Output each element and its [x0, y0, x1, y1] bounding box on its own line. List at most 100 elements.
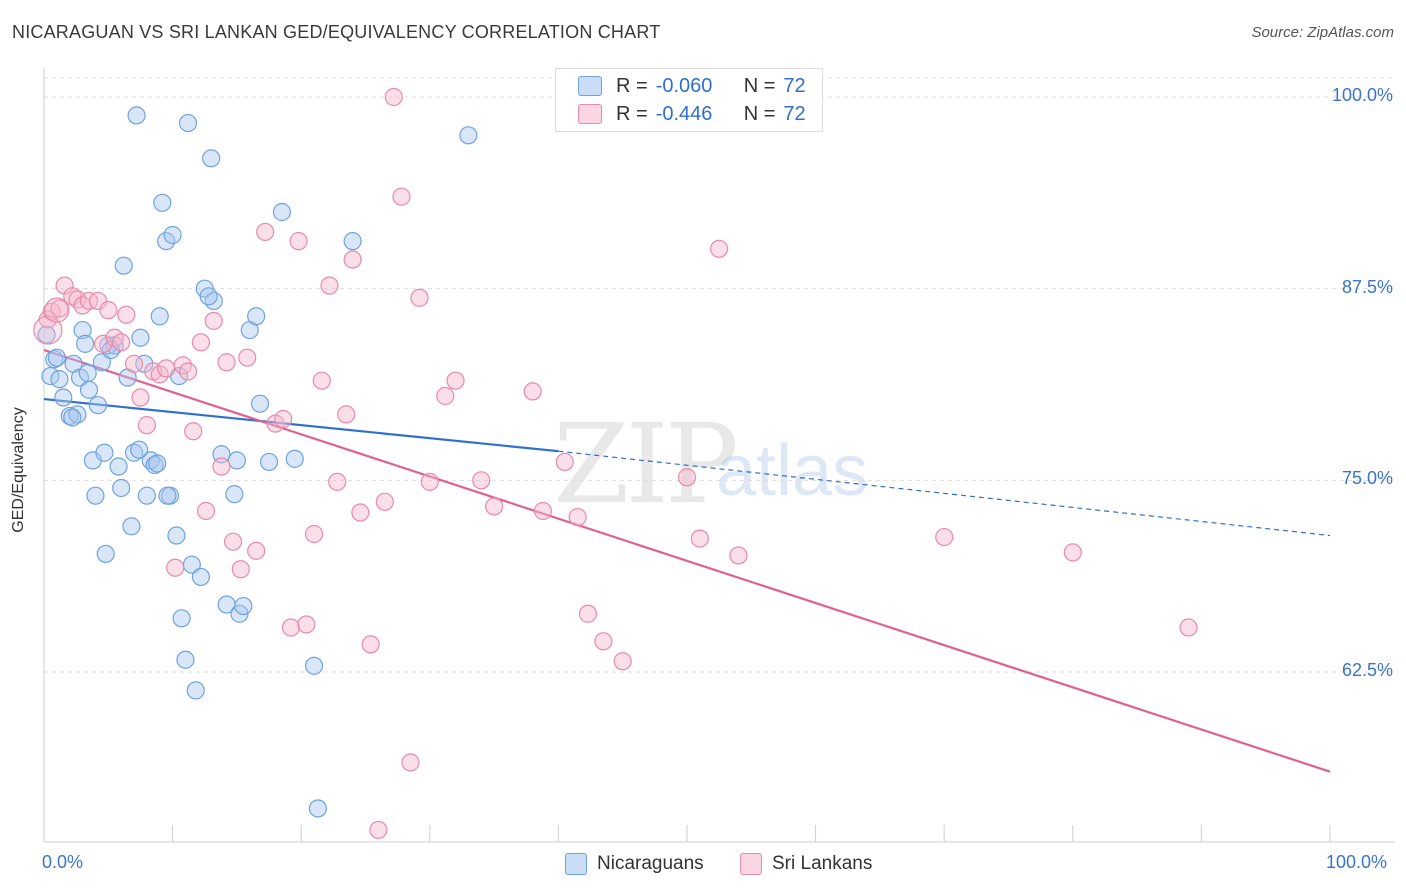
point-sri-lankans [99, 301, 118, 320]
legend-item-nicaraguans[interactable]: Nicaraguans [565, 853, 704, 875]
point-sri-lankans [281, 618, 301, 637]
point-nicaraguans [131, 328, 150, 347]
axes [43, 68, 1395, 843]
point-nicaraguans [96, 544, 115, 564]
point-sri-lankans [485, 497, 504, 516]
point-sri-lankans [523, 382, 542, 401]
point-nicaraguans [150, 307, 169, 326]
point-sri-lankans [289, 232, 308, 251]
point-sri-lankans [196, 501, 216, 521]
x-tick-min: 0.0% [42, 852, 84, 872]
point-sri-lankans [247, 541, 266, 560]
legend-swatch-pink [740, 853, 762, 875]
point-nicaraguans [148, 454, 167, 473]
point-sri-lankans [555, 452, 574, 472]
point-sri-lankans [320, 276, 339, 295]
legend-item-sri-lankans[interactable]: Sri Lankans [740, 853, 872, 875]
point-nicaraguans [199, 287, 218, 306]
point-sri-lankans [94, 334, 113, 353]
correlation-legend: R = -0.060 N = 72 R = -0.446 N = 72 [555, 68, 823, 132]
n-value: 72 [783, 102, 806, 125]
point-nicaraguans [178, 113, 198, 133]
point-sri-lankans [124, 354, 144, 373]
point-sri-lankans [274, 409, 293, 429]
point-nicaraguans [308, 799, 328, 818]
point-sri-lankans [1179, 618, 1198, 637]
r-label: R = [616, 74, 648, 97]
point-sri-lankans [184, 422, 203, 441]
r-value: -0.060 [655, 74, 713, 97]
point-nicaraguans [285, 449, 304, 468]
point-sri-lankans [44, 297, 70, 323]
point-nicaraguans [459, 126, 478, 145]
point-sri-lankans [304, 524, 324, 544]
point-sri-lankans [710, 239, 729, 258]
point-nicaraguans [76, 334, 95, 353]
legend-swatch-blue [565, 853, 587, 875]
n-label: N = [743, 74, 776, 97]
legend-swatch-pink [578, 104, 602, 124]
watermark-zip: ZIP [553, 400, 739, 528]
point-sri-lankans [594, 632, 613, 651]
point-nicaraguans [247, 307, 266, 326]
point-sri-lankans [166, 558, 185, 577]
point-nicaraguans [54, 388, 73, 407]
point-sri-lankans [112, 333, 131, 352]
point-nicaraguans [153, 193, 172, 212]
y-tick-label: 87.5% [1341, 276, 1393, 297]
point-nicaraguans [234, 596, 253, 616]
point-sri-lankans [337, 405, 356, 424]
point-nicaraguans [63, 408, 82, 427]
legend-label: Nicaraguans [597, 853, 704, 874]
point-nicaraguans [50, 370, 69, 389]
point-nicaraguans [92, 353, 111, 372]
point-sri-lankans [63, 287, 82, 306]
point-nicaraguans [112, 478, 131, 498]
point-nicaraguans [127, 106, 146, 125]
point-sri-lankans [223, 532, 243, 551]
point-sri-lankans [343, 250, 362, 269]
legend-row-nicaraguans: R = -0.060 N = 72 [578, 74, 806, 98]
trend-line-nicaraguans-extension [558, 450, 1331, 537]
point-sri-lankans [935, 527, 954, 547]
point-nicaraguans [163, 225, 182, 245]
trend-line-nicaraguans [43, 397, 559, 453]
point-sri-lankans [297, 615, 316, 634]
point-nicaraguans [88, 396, 108, 415]
point-sri-lankans [88, 291, 108, 311]
point-sri-lankans [191, 333, 210, 352]
point-sri-lankans [568, 508, 587, 527]
point-sri-lankans [613, 652, 632, 671]
n-label: N = [743, 102, 776, 125]
point-sri-lankans [420, 472, 439, 491]
r-label: R = [616, 102, 648, 125]
point-sri-lankans [729, 546, 748, 565]
point-sri-lankans [157, 359, 176, 378]
point-nicaraguans [304, 656, 324, 675]
point-sri-lankans [131, 388, 150, 407]
point-sri-lankans [578, 604, 598, 623]
point-sri-lankans [392, 187, 411, 206]
point-sri-lankans [436, 386, 455, 406]
point-nicaraguans [225, 485, 244, 504]
point-sri-lankans [472, 471, 491, 490]
point-nicaraguans [78, 363, 97, 383]
point-nicaraguans [109, 457, 128, 476]
point-sri-lankans [351, 503, 370, 522]
point-nicaraguans [158, 486, 177, 505]
point-nicaraguans [122, 517, 141, 536]
y-tick-label: 62.5% [1341, 660, 1393, 680]
y-tick-label: 100.0% [1331, 85, 1393, 105]
source-label: Source: ZipAtlas.com [1251, 24, 1394, 41]
point-nicaraguans [167, 526, 186, 545]
point-nicaraguans [79, 380, 99, 399]
point-sri-lankans [117, 305, 136, 324]
legend-swatch-blue [578, 76, 602, 96]
point-nicaraguans [95, 443, 114, 462]
point-nicaraguans [202, 149, 221, 168]
legend-row-sri-lankans: R = -0.446 N = 72 [578, 102, 806, 126]
r-value: -0.446 [655, 102, 713, 125]
n-value: 72 [783, 74, 806, 97]
y-tick-label: 75.0% [1341, 468, 1393, 489]
